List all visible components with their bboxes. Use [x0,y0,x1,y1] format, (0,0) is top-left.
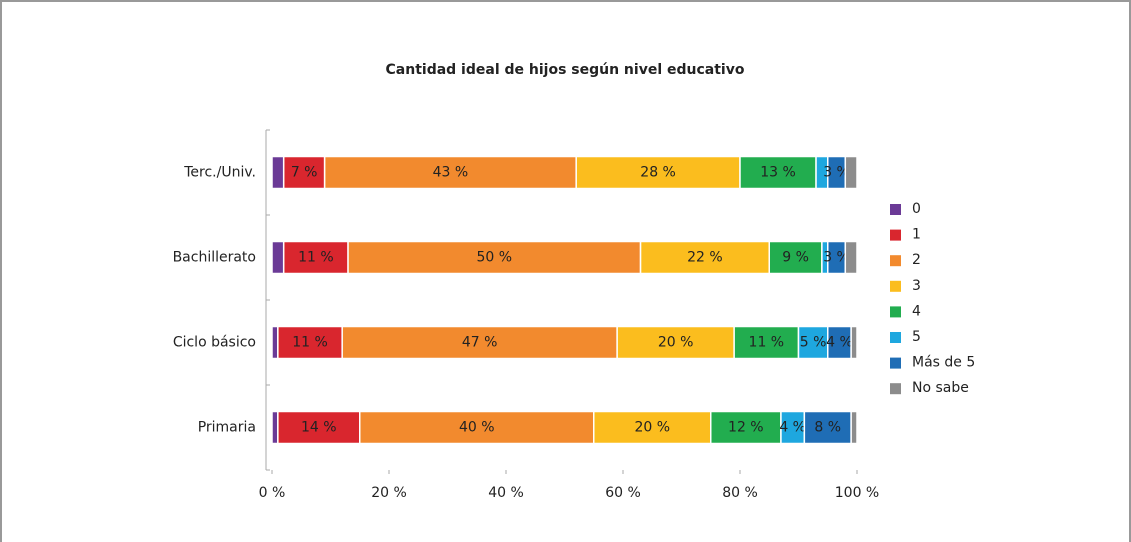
bar-segment [271,325,279,360]
legend-label: 4 [912,303,921,319]
data-label: 5 % [800,335,827,351]
y-tick-label: Terc./Univ. [183,165,256,181]
data-label: 50 % [477,250,513,266]
bar-segment [850,325,858,360]
y-tick-label: Ciclo básico [173,335,256,351]
legend-label: 5 [912,329,921,345]
data-label: 43 % [433,165,469,181]
bar-segment [593,410,712,445]
legend-label: Más de 5 [912,355,975,371]
data-label: 7 % [291,165,318,181]
data-label: 12 % [728,420,764,436]
bar-segment [271,410,279,445]
legend-swatch [890,357,901,369]
data-label: 20 % [634,420,670,436]
legend-swatch [890,204,901,215]
x-tick-label: 80 % [722,485,758,501]
bar-segment [347,240,642,275]
legend-swatch [890,383,901,395]
x-tick-label: 60 % [605,485,641,501]
data-label: 40 % [459,420,495,436]
bar-segment [844,240,858,275]
legend-swatch [890,229,901,241]
legend-swatch [890,306,901,318]
bar-segment [844,155,858,190]
data-label: 28 % [640,165,676,181]
x-tick-label: 0 % [259,485,286,501]
legend-label: 3 [912,278,921,294]
bar-segment [271,155,285,190]
bar-segment [575,155,741,190]
bar-segment [850,410,858,445]
data-label: 4 % [826,335,853,351]
legend-swatch [890,280,901,292]
data-label: 9 % [782,250,809,266]
x-tick-label: 40 % [488,485,524,501]
data-label: 3 % [823,250,850,266]
legend-swatch [890,332,901,343]
bar-segment [359,410,595,445]
bar-segment [797,325,829,360]
bar-segment [271,240,285,275]
data-label: 8 % [814,420,841,436]
legend-label: 1 [912,227,921,243]
legend-label: No sabe [912,380,969,396]
bar-segment [768,240,823,275]
data-label: 47 % [462,335,498,351]
y-tick-label: Primaria [198,420,256,436]
bar-segment [282,240,349,275]
legend-swatch [890,255,901,267]
legend-label: 0 [912,201,921,217]
data-label: 11 % [749,335,785,351]
bar-segment [323,155,577,190]
y-tick-label: Bachillerato [173,250,256,266]
data-label: 22 % [687,250,723,266]
data-label: 11 % [298,250,334,266]
x-tick-label: 100 % [835,485,879,501]
data-label: 13 % [760,165,796,181]
x-tick-label: 20 % [371,485,407,501]
bar-segment [739,155,817,190]
data-label: 3 % [823,165,850,181]
bar-segment [639,240,770,275]
bar-segment [277,410,361,445]
data-label: 20 % [658,335,694,351]
data-label: 14 % [301,420,337,436]
data-label: 4 % [779,420,806,436]
data-label: 11 % [292,335,328,351]
legend-label: 2 [912,252,921,268]
chart-title: Cantidad ideal de hijos según nivel educ… [386,62,745,78]
bar-segment [710,410,782,445]
